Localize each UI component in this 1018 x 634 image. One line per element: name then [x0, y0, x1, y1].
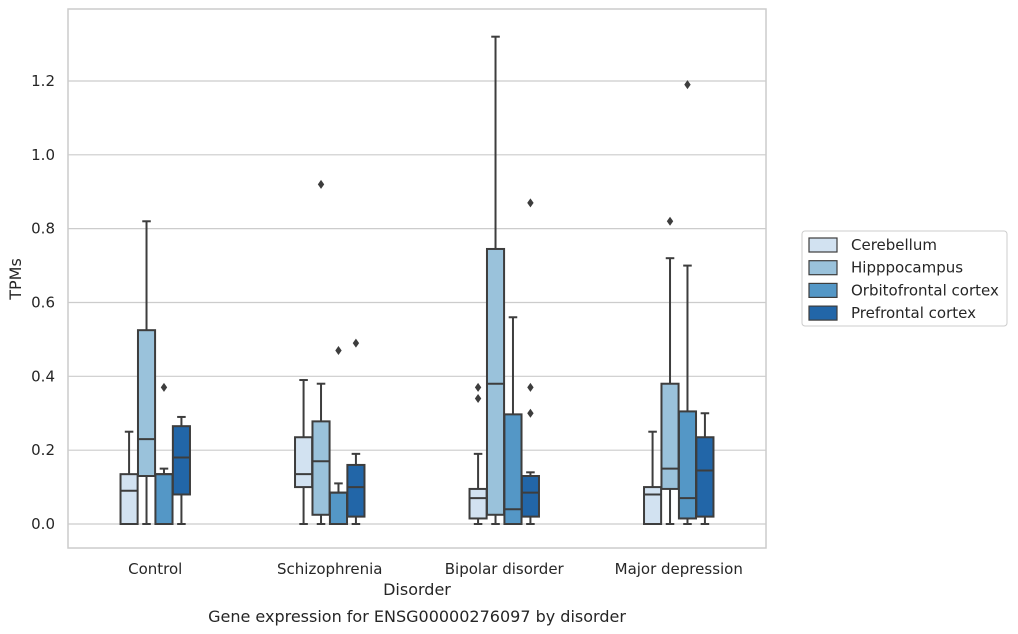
chart-caption: Gene expression for ENSG00000276097 by d… — [208, 607, 626, 626]
box-iqr — [346, 463, 366, 518]
legend-item-prefrontal-cortex: Prefrontal cortex — [808, 304, 976, 322]
outlier-point — [160, 382, 168, 392]
box-iqr — [485, 247, 506, 516]
y-tick-label: 0.2 — [31, 441, 55, 459]
outlier-point — [335, 345, 342, 355]
box-bipolar-disorder-prefrontal-cortex — [520, 198, 540, 526]
box-major-depression-orbitofrontal-cortex — [677, 80, 698, 526]
outlier-point — [684, 80, 691, 90]
x-tick-label: Major depression — [615, 560, 743, 578]
outlier-point — [352, 338, 360, 348]
legend-item-cerebellum: Cerebellum — [808, 236, 937, 254]
box-iqr — [328, 491, 349, 526]
box-schizophrenia-cerebellum — [294, 379, 314, 526]
box-iqr — [119, 473, 139, 526]
box-iqr — [294, 436, 314, 489]
legend-item-hipppocampus: Hipppocampus — [808, 259, 963, 277]
legend-label: Hipppocampus — [851, 259, 963, 277]
box-iqr — [695, 436, 715, 518]
y-tick-label: 0.6 — [31, 293, 55, 311]
x-tick-label: Bipolar disorder — [445, 560, 565, 578]
x-tick-label: Schizophrenia — [277, 560, 382, 578]
y-tick-label: 1.0 — [31, 146, 55, 164]
box-bipolar-disorder-hipppocampus — [485, 35, 506, 526]
outlier-point — [317, 179, 325, 189]
x-tick-label: Control — [128, 560, 182, 578]
x-axis-label: Disorder — [383, 580, 451, 599]
y-axis-label: TPMs — [6, 258, 25, 301]
box-schizophrenia-orbitofrontal-cortex — [328, 345, 349, 526]
box-major-depression-prefrontal-cortex — [695, 412, 715, 526]
x-axis-ticks: Control Schizophrenia Bipolar disorder Majo… — [128, 560, 743, 578]
box-iqr — [643, 486, 663, 526]
outlier-point — [474, 382, 482, 392]
legend-swatch — [808, 282, 838, 298]
box-iqr — [468, 487, 488, 520]
box-schizophrenia-hipppocampus — [311, 179, 331, 526]
boxes — [119, 35, 715, 526]
legend-swatch — [808, 260, 838, 276]
legend-swatch — [808, 237, 838, 253]
box-iqr — [677, 410, 698, 520]
box-bipolar-disorder-cerebellum — [468, 382, 488, 526]
legend-frame — [801, 230, 1008, 327]
box-iqr — [171, 425, 191, 496]
legend: Cerebellum Hipppocampus Orbitofrontal cort… — [801, 230, 1008, 327]
outlier-point — [527, 382, 534, 392]
box-bipolar-disorder-orbitofrontal-cortex — [503, 316, 523, 526]
outlier-point — [527, 198, 534, 208]
y-tick-label: 1.2 — [31, 72, 55, 90]
box-control-hipppocampus — [136, 220, 157, 526]
box-iqr — [503, 413, 523, 526]
legend-swatch — [808, 305, 838, 321]
outlier-point — [666, 216, 674, 226]
box-iqr — [520, 475, 540, 518]
box-iqr — [660, 382, 680, 490]
outlier-point — [474, 393, 482, 403]
outlier-point — [527, 408, 534, 418]
box-control-prefrontal-cortex — [171, 415, 191, 526]
box-control-cerebellum — [119, 430, 139, 526]
y-tick-label: 0.8 — [31, 220, 55, 238]
legend-item-orbitofrontal-cortex: Orbitofrontal cortex — [808, 281, 999, 299]
box-major-depression-hipppocampus — [660, 216, 680, 526]
box-schizophrenia-prefrontal-cortex — [346, 338, 366, 526]
box-iqr — [136, 329, 157, 478]
legend-label: Prefrontal cortex — [851, 304, 976, 322]
legend-label: Cerebellum — [851, 236, 937, 254]
y-axis-ticks: 0.0 0.2 0.4 0.6 0.8 1.0 1.2 — [31, 72, 55, 533]
box-control-orbitofrontal-cortex — [154, 382, 174, 526]
box-iqr — [154, 473, 174, 526]
box-iqr — [311, 420, 331, 516]
y-tick-label: 0.0 — [31, 515, 55, 533]
box-major-depression-cerebellum — [643, 430, 663, 526]
y-tick-label: 0.4 — [31, 367, 55, 385]
legend-label: Orbitofrontal cortex — [851, 281, 999, 299]
